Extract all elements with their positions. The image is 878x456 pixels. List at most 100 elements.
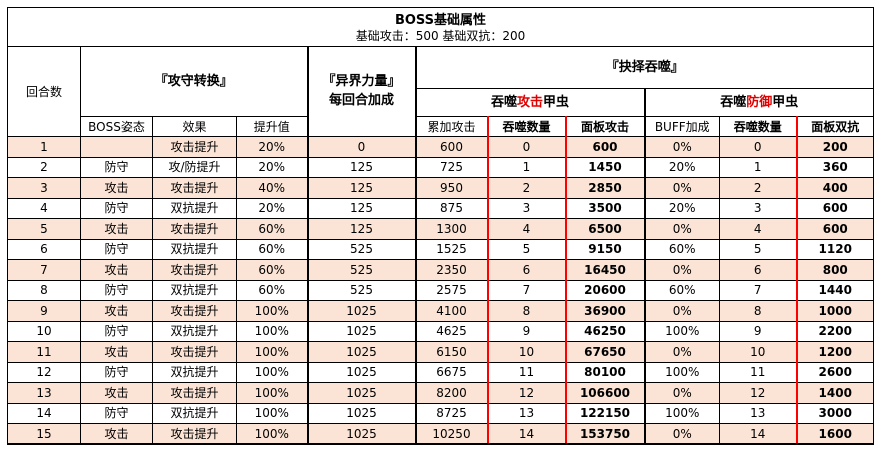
col-header-devour-count-def[interactable]: 吞噬数量 — [719, 116, 797, 137]
cell-buff-bonus[interactable]: 100% — [643, 320, 720, 342]
cell-round[interactable]: 9 — [7, 300, 81, 322]
cell-panel-defense[interactable]: 600 — [795, 197, 874, 219]
cell-round[interactable]: 2 — [7, 156, 81, 178]
cell-panel-attack[interactable]: 80100 — [564, 361, 645, 383]
cell-increase[interactable]: 60% — [236, 279, 308, 301]
cell-devour-count-def[interactable]: 7 — [719, 279, 797, 301]
cell-devour-count-def[interactable]: 10 — [719, 341, 797, 363]
cell-panel-attack[interactable]: 3500 — [564, 197, 645, 219]
cell-otherworld-power[interactable]: 125 — [306, 197, 417, 219]
cell-otherworld-power[interactable]: 1025 — [306, 361, 417, 383]
cell-effect[interactable]: 攻/防提升 — [152, 156, 237, 178]
cell-panel-attack[interactable]: 9150 — [564, 238, 645, 260]
col-header-buff-bonus[interactable]: BUFF加成 — [643, 116, 720, 137]
cell-devour-count-atk[interactable]: 2 — [486, 177, 566, 199]
cell-panel-defense[interactable]: 600 — [795, 218, 874, 240]
cell-panel-defense[interactable]: 200 — [795, 136, 874, 158]
cell-increase[interactable]: 60% — [236, 218, 308, 240]
cell-devour-count-def[interactable]: 13 — [719, 402, 797, 424]
cell-cum-attack[interactable]: 1300 — [415, 218, 488, 240]
cell-devour-count-atk[interactable]: 3 — [486, 197, 566, 219]
cell-devour-count-atk[interactable]: 6 — [486, 259, 566, 281]
cell-buff-bonus[interactable]: 100% — [643, 402, 720, 424]
cell-devour-count-def[interactable]: 5 — [719, 238, 797, 260]
cell-cum-attack[interactable]: 875 — [415, 197, 488, 219]
header-devour-attack-beetle[interactable]: 吞噬攻击甲虫 — [415, 88, 645, 117]
cell-devour-count-def[interactable]: 0 — [719, 136, 797, 158]
cell-effect[interactable]: 攻击提升 — [152, 382, 237, 404]
cell-cum-attack[interactable]: 600 — [415, 136, 488, 158]
cell-effect[interactable]: 攻击提升 — [152, 423, 237, 445]
cell-buff-bonus[interactable]: 0% — [643, 341, 720, 363]
cell-increase[interactable]: 100% — [236, 382, 308, 404]
cell-devour-count-atk[interactable]: 1 — [486, 156, 566, 178]
cell-boss-stance[interactable]: 攻击 — [80, 300, 153, 322]
cell-panel-attack[interactable]: 2850 — [564, 177, 645, 199]
cell-increase[interactable]: 40% — [236, 177, 308, 199]
cell-panel-attack[interactable]: 67650 — [564, 341, 645, 363]
cell-panel-defense[interactable]: 1400 — [795, 382, 874, 404]
cell-panel-defense[interactable]: 2600 — [795, 361, 874, 383]
cell-devour-count-atk[interactable]: 8 — [486, 300, 566, 322]
cell-boss-stance[interactable]: 攻击 — [80, 423, 153, 445]
cell-increase[interactable]: 20% — [236, 136, 308, 158]
cell-devour-count-atk[interactable]: 12 — [486, 382, 566, 404]
cell-round[interactable]: 8 — [7, 279, 81, 301]
title-cell[interactable]: BOSS基础属性 基础攻击：500 基础双抗：200 — [7, 7, 874, 47]
cell-round[interactable]: 11 — [7, 341, 81, 363]
cell-boss-stance[interactable]: 防守 — [80, 320, 153, 342]
cell-devour-count-def[interactable]: 9 — [719, 320, 797, 342]
cell-round[interactable]: 13 — [7, 382, 81, 404]
cell-buff-bonus[interactable]: 0% — [643, 218, 720, 240]
cell-otherworld-power[interactable]: 1025 — [306, 300, 417, 322]
cell-otherworld-power[interactable]: 125 — [306, 177, 417, 199]
cell-effect[interactable]: 双抗提升 — [152, 238, 237, 260]
cell-devour-count-atk[interactable]: 10 — [486, 341, 566, 363]
header-devour-group[interactable]: 『抉择吞噬』 — [415, 46, 874, 89]
cell-boss-stance[interactable]: 防守 — [80, 238, 153, 260]
cell-panel-attack[interactable]: 600 — [564, 136, 645, 158]
cell-effect[interactable]: 双抗提升 — [152, 361, 237, 383]
cell-effect[interactable]: 攻击提升 — [152, 259, 237, 281]
col-header-increase[interactable]: 提升值 — [236, 116, 308, 137]
cell-panel-attack[interactable]: 6500 — [564, 218, 645, 240]
cell-buff-bonus[interactable]: 20% — [643, 197, 720, 219]
cell-panel-defense[interactable]: 400 — [795, 177, 874, 199]
cell-round[interactable]: 4 — [7, 197, 81, 219]
cell-otherworld-power[interactable]: 525 — [306, 259, 417, 281]
cell-effect[interactable]: 攻击提升 — [152, 136, 237, 158]
col-header-panel-defense[interactable]: 面板双抗 — [795, 116, 874, 137]
cell-panel-defense[interactable]: 1600 — [795, 423, 874, 445]
cell-otherworld-power[interactable]: 1025 — [306, 320, 417, 342]
cell-boss-stance[interactable]: 防守 — [80, 156, 153, 178]
cell-cum-attack[interactable]: 6150 — [415, 341, 488, 363]
cell-panel-defense[interactable]: 1440 — [795, 279, 874, 301]
cell-otherworld-power[interactable]: 1025 — [306, 382, 417, 404]
cell-panel-attack[interactable]: 122150 — [564, 402, 645, 424]
cell-buff-bonus[interactable]: 0% — [643, 177, 720, 199]
cell-panel-attack[interactable]: 153750 — [564, 423, 645, 445]
cell-devour-count-def[interactable]: 2 — [719, 177, 797, 199]
cell-devour-count-def[interactable]: 4 — [719, 218, 797, 240]
col-header-boss-stance[interactable]: BOSS姿态 — [80, 116, 153, 137]
cell-otherworld-power[interactable]: 525 — [306, 238, 417, 260]
cell-panel-attack[interactable]: 106600 — [564, 382, 645, 404]
cell-round[interactable]: 6 — [7, 238, 81, 260]
cell-otherworld-power[interactable]: 1025 — [306, 402, 417, 424]
cell-cum-attack[interactable]: 2350 — [415, 259, 488, 281]
col-header-panel-attack[interactable]: 面板攻击 — [564, 116, 645, 137]
cell-panel-defense[interactable]: 360 — [795, 156, 874, 178]
cell-effect[interactable]: 攻击提升 — [152, 341, 237, 363]
cell-devour-count-atk[interactable]: 4 — [486, 218, 566, 240]
cell-round[interactable]: 5 — [7, 218, 81, 240]
cell-buff-bonus[interactable]: 0% — [643, 423, 720, 445]
cell-devour-count-def[interactable]: 11 — [719, 361, 797, 383]
cell-panel-defense[interactable]: 3000 — [795, 402, 874, 424]
cell-increase[interactable]: 60% — [236, 259, 308, 281]
cell-otherworld-power[interactable]: 1025 — [306, 423, 417, 445]
cell-increase[interactable]: 100% — [236, 402, 308, 424]
cell-cum-attack[interactable]: 2575 — [415, 279, 488, 301]
cell-effect[interactable]: 双抗提升 — [152, 197, 237, 219]
cell-cum-attack[interactable]: 4625 — [415, 320, 488, 342]
cell-devour-count-def[interactable]: 12 — [719, 382, 797, 404]
